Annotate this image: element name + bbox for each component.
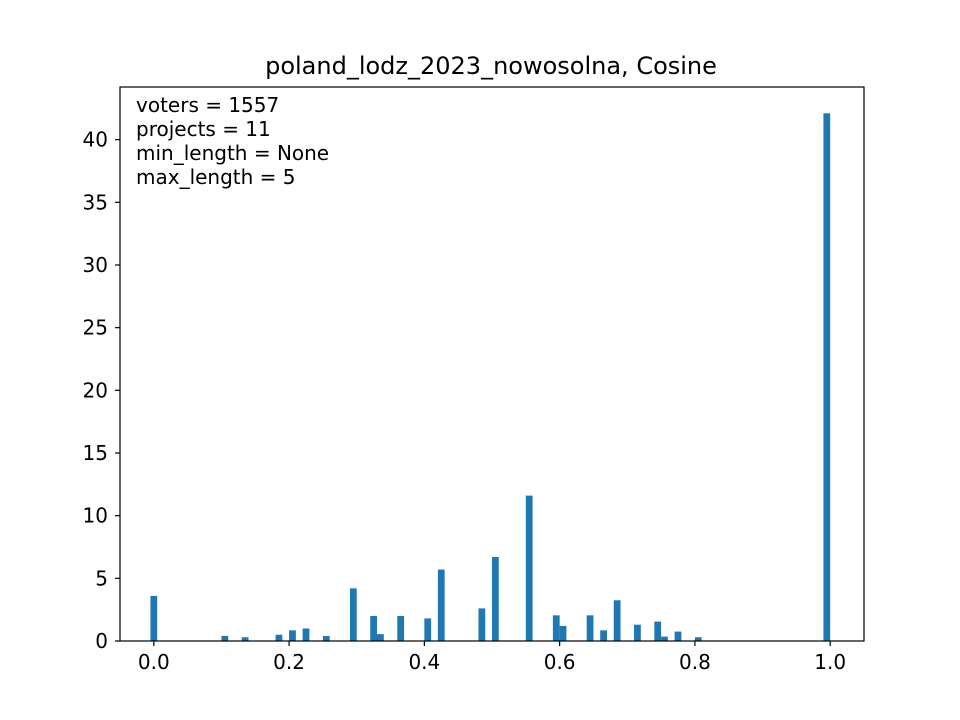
histogram-bar: [370, 615, 378, 641]
y-tick-label: 35: [83, 190, 108, 214]
y-tick-label: 10: [83, 504, 108, 528]
annotation-line: max_length = 5: [136, 165, 296, 189]
x-tick-label: 0.8: [679, 650, 711, 674]
histogram-bar: [600, 630, 607, 641]
bars-group: [150, 113, 831, 641]
y-tick-label: 30: [83, 253, 108, 277]
histogram-bar: [674, 631, 682, 641]
histogram-bar: [586, 615, 594, 641]
histogram-bar: [150, 595, 158, 641]
x-tick-label: 0.0: [138, 650, 170, 674]
x-tick-label: 0.6: [544, 650, 576, 674]
x-tick-label: 0.2: [273, 650, 305, 674]
histogram-bar: [661, 636, 668, 641]
histogram-bar: [654, 621, 662, 641]
histogram-bar: [377, 634, 384, 641]
y-tick-label: 15: [83, 441, 108, 465]
x-tick-label: 1.0: [814, 650, 846, 674]
histogram-bar: [525, 495, 533, 641]
histogram-bar: [424, 618, 432, 641]
histogram-bar: [823, 113, 831, 641]
histogram-bar: [613, 600, 621, 641]
histogram-bar: [322, 635, 330, 641]
histogram-bar: [302, 628, 310, 641]
histogram-bar: [634, 624, 641, 641]
annotation-line: voters = 1557: [136, 93, 279, 117]
annotation-line: min_length = None: [136, 141, 329, 165]
y-tick-label: 0: [95, 629, 108, 653]
histogram-bar: [694, 637, 702, 641]
y-tick-label: 40: [83, 128, 108, 152]
histogram-bar: [437, 569, 445, 641]
histogram-bar: [559, 625, 567, 641]
histogram-bar: [552, 615, 560, 641]
plot-area-frame: [119, 86, 865, 642]
y-tick-label: 20: [83, 378, 108, 402]
x-axis-ticks: 0.0 0.2 0.4 0.6 0.8 1.0: [138, 641, 846, 674]
histogram-bar: [397, 615, 405, 641]
histogram-bar: [221, 635, 229, 641]
histogram-bar: [349, 588, 357, 641]
chart-title: poland_lodz_2023_nowosolna, Cosine: [265, 52, 717, 80]
histogram-bar: [241, 637, 249, 641]
y-axis-ticks: 0 5 10 15 20 25 30 35 40: [83, 128, 120, 653]
x-tick-label: 0.4: [408, 650, 440, 674]
y-tick-label: 25: [83, 316, 108, 340]
histogram-bar: [478, 608, 486, 641]
histogram-bar: [492, 557, 499, 641]
annotation-line: projects = 11: [136, 117, 271, 141]
y-tick-label: 5: [95, 566, 108, 590]
histogram-bar: [289, 630, 296, 641]
histogram-bar: [275, 634, 283, 641]
